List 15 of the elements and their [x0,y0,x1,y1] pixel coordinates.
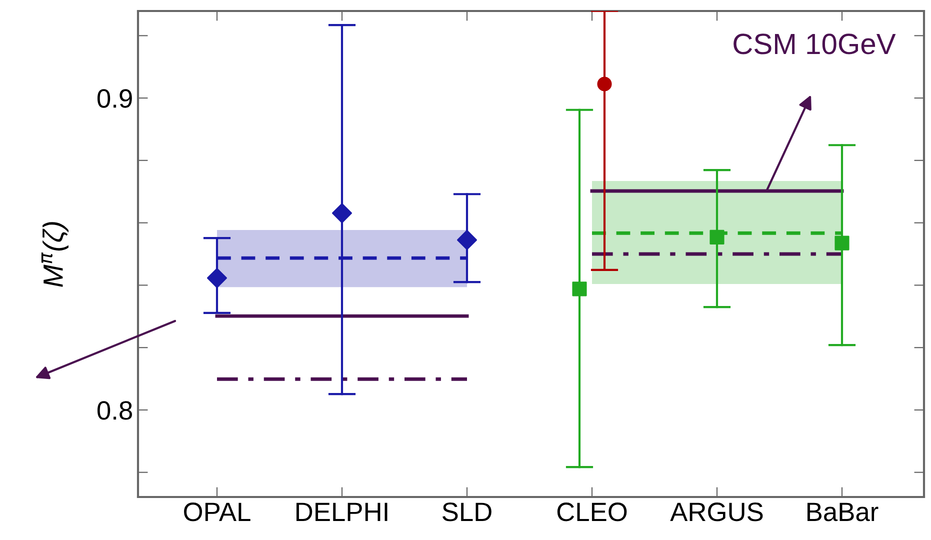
x-tick-label: OPAL [184,502,250,522]
point [332,203,352,224]
y-tick-label: 0.8 [97,401,132,420]
x-tick-label: SLD [442,502,492,522]
x-tick-label: BaBar [807,502,878,522]
x-tick-label: ARGUS [670,502,763,522]
annotation: CSM 10GeV [734,34,896,54]
x-tick-label: CLEO [557,502,627,522]
x-tick-label: DELPHI [296,502,388,521]
point [710,230,724,244]
point [456,230,478,250]
point [206,268,228,288]
y-tick-label: 0.9 [97,89,132,108]
point [834,236,850,250]
y-axis-title: M$^{π}$(ζ) [41,222,68,287]
